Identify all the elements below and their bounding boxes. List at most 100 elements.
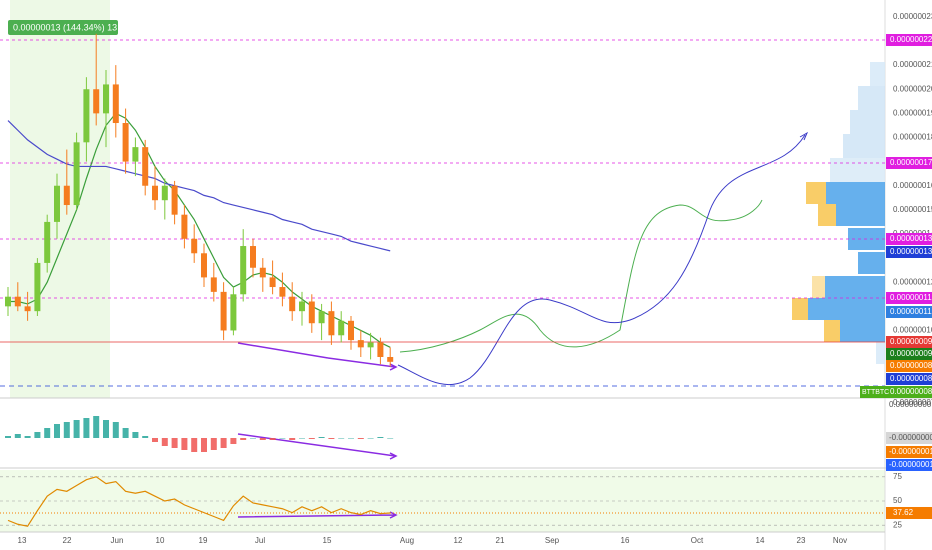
price-label-bg bbox=[886, 292, 932, 304]
header-badge bbox=[8, 20, 118, 35]
y-tick-label: 0.00000020 bbox=[893, 84, 932, 93]
price-label-bg bbox=[886, 157, 932, 169]
candle-body bbox=[338, 320, 345, 336]
macd-bar bbox=[44, 428, 51, 438]
y-tick-label: 0.00000016 bbox=[893, 181, 932, 190]
candle-body bbox=[367, 342, 374, 348]
macd-label: 0.00000000 bbox=[889, 400, 932, 409]
macd-bar bbox=[289, 438, 296, 440]
candle-body bbox=[122, 123, 129, 162]
y-tick-label: 0.00000010 bbox=[893, 326, 932, 335]
y-tick-label: 0.00000019 bbox=[893, 108, 932, 117]
macd-label: -0.00000000 bbox=[889, 433, 932, 442]
candle-body bbox=[348, 320, 354, 341]
price-label-bg bbox=[886, 246, 932, 258]
macd-bar bbox=[5, 436, 11, 438]
macd-bar bbox=[367, 438, 374, 439]
y-tick-label: 0.00000015 bbox=[893, 205, 932, 214]
candle-body bbox=[201, 253, 207, 278]
symbol-label: BTTBTC bbox=[862, 389, 889, 396]
candle-body bbox=[308, 301, 315, 324]
candle-body bbox=[220, 291, 227, 331]
macd-bar bbox=[328, 438, 335, 439]
x-tick-label: 19 bbox=[199, 536, 208, 545]
candle-body bbox=[181, 214, 188, 239]
macd-label-bg bbox=[886, 459, 932, 471]
candle-body bbox=[142, 147, 149, 186]
macd-bar bbox=[259, 438, 266, 440]
candle-body bbox=[279, 287, 286, 297]
symbol-badge bbox=[860, 386, 886, 398]
price-label: 0.00000011 bbox=[890, 293, 932, 302]
price-label: 0.00000008 bbox=[890, 361, 932, 370]
x-tick-label: Jul bbox=[255, 536, 265, 545]
projection-blue bbox=[397, 134, 806, 386]
macd-bar bbox=[93, 416, 100, 438]
candle-body bbox=[289, 296, 296, 312]
x-tick-label: Jun bbox=[111, 536, 124, 545]
x-tick-label: 14 bbox=[756, 536, 765, 545]
candle-body bbox=[103, 84, 109, 114]
y-tick-label: 0.00000023 bbox=[893, 12, 932, 21]
y-tick-label: 0.00000007 bbox=[893, 398, 932, 407]
rsi-tick-label: 50 bbox=[893, 496, 902, 505]
candle-body bbox=[34, 262, 41, 312]
price-label: 0.00000017 bbox=[890, 158, 932, 167]
macd-bar bbox=[220, 438, 227, 448]
macd-bar bbox=[73, 420, 80, 438]
price-label: 0.00000011 bbox=[890, 307, 932, 316]
candle-body bbox=[171, 185, 178, 215]
macd-bar bbox=[132, 432, 139, 438]
macd-bar bbox=[279, 438, 286, 439]
candle-body bbox=[269, 277, 276, 288]
x-tick-label: 10 bbox=[156, 536, 165, 545]
macd-bar bbox=[348, 438, 354, 439]
macd-label-bg bbox=[886, 432, 932, 444]
rsi-band bbox=[0, 470, 885, 532]
header-label: 0.00000013 (144.34%) 13 bbox=[13, 22, 117, 32]
macd-bar bbox=[112, 422, 119, 438]
y-tick-label: 0.00000021 bbox=[893, 60, 932, 69]
price-label-bg bbox=[886, 360, 932, 372]
candle-body bbox=[73, 142, 80, 206]
macd-bar bbox=[318, 437, 325, 438]
candle-body bbox=[299, 301, 305, 312]
moving-average bbox=[7, 120, 391, 252]
rsi-label: 37.62 bbox=[893, 508, 914, 517]
macd-bar bbox=[210, 438, 217, 450]
candle-body bbox=[328, 311, 335, 336]
rsi-tick-label: 25 bbox=[893, 520, 902, 529]
candle-body bbox=[5, 296, 11, 307]
macd-label-bg bbox=[886, 446, 932, 458]
macd-bar bbox=[230, 438, 237, 444]
candle-body bbox=[191, 238, 198, 254]
candle-body bbox=[318, 311, 325, 324]
rsi-label-bg bbox=[886, 506, 932, 519]
candle-body bbox=[357, 340, 364, 348]
x-tick-label: 22 bbox=[63, 536, 72, 545]
x-tick-label: Nov bbox=[833, 536, 847, 545]
divergence-arrow bbox=[237, 433, 398, 460]
price-label-bg bbox=[886, 348, 932, 360]
macd-bar bbox=[250, 438, 256, 439]
candle-body bbox=[112, 84, 119, 124]
x-tick-label: Oct bbox=[691, 536, 704, 545]
macd-bar bbox=[24, 436, 31, 438]
macd-bar bbox=[240, 438, 247, 440]
macd-bar bbox=[181, 438, 188, 450]
price-label: 0.00000013 bbox=[890, 247, 932, 256]
candle-body bbox=[14, 296, 21, 307]
price-label: 0.00000009 bbox=[890, 349, 932, 358]
candle-body bbox=[387, 356, 394, 362]
macd-bar bbox=[269, 438, 276, 440]
projection-green bbox=[399, 199, 763, 353]
y-tick-label: 0.00000018 bbox=[893, 133, 932, 142]
divergence-arrow bbox=[327, 357, 398, 371]
arrow-head bbox=[799, 131, 809, 141]
macd-bar bbox=[357, 438, 364, 439]
candle-body bbox=[93, 89, 100, 114]
x-tick-label: 15 bbox=[323, 536, 332, 545]
divergence-arrow bbox=[237, 511, 398, 519]
candle-body bbox=[132, 147, 139, 162]
